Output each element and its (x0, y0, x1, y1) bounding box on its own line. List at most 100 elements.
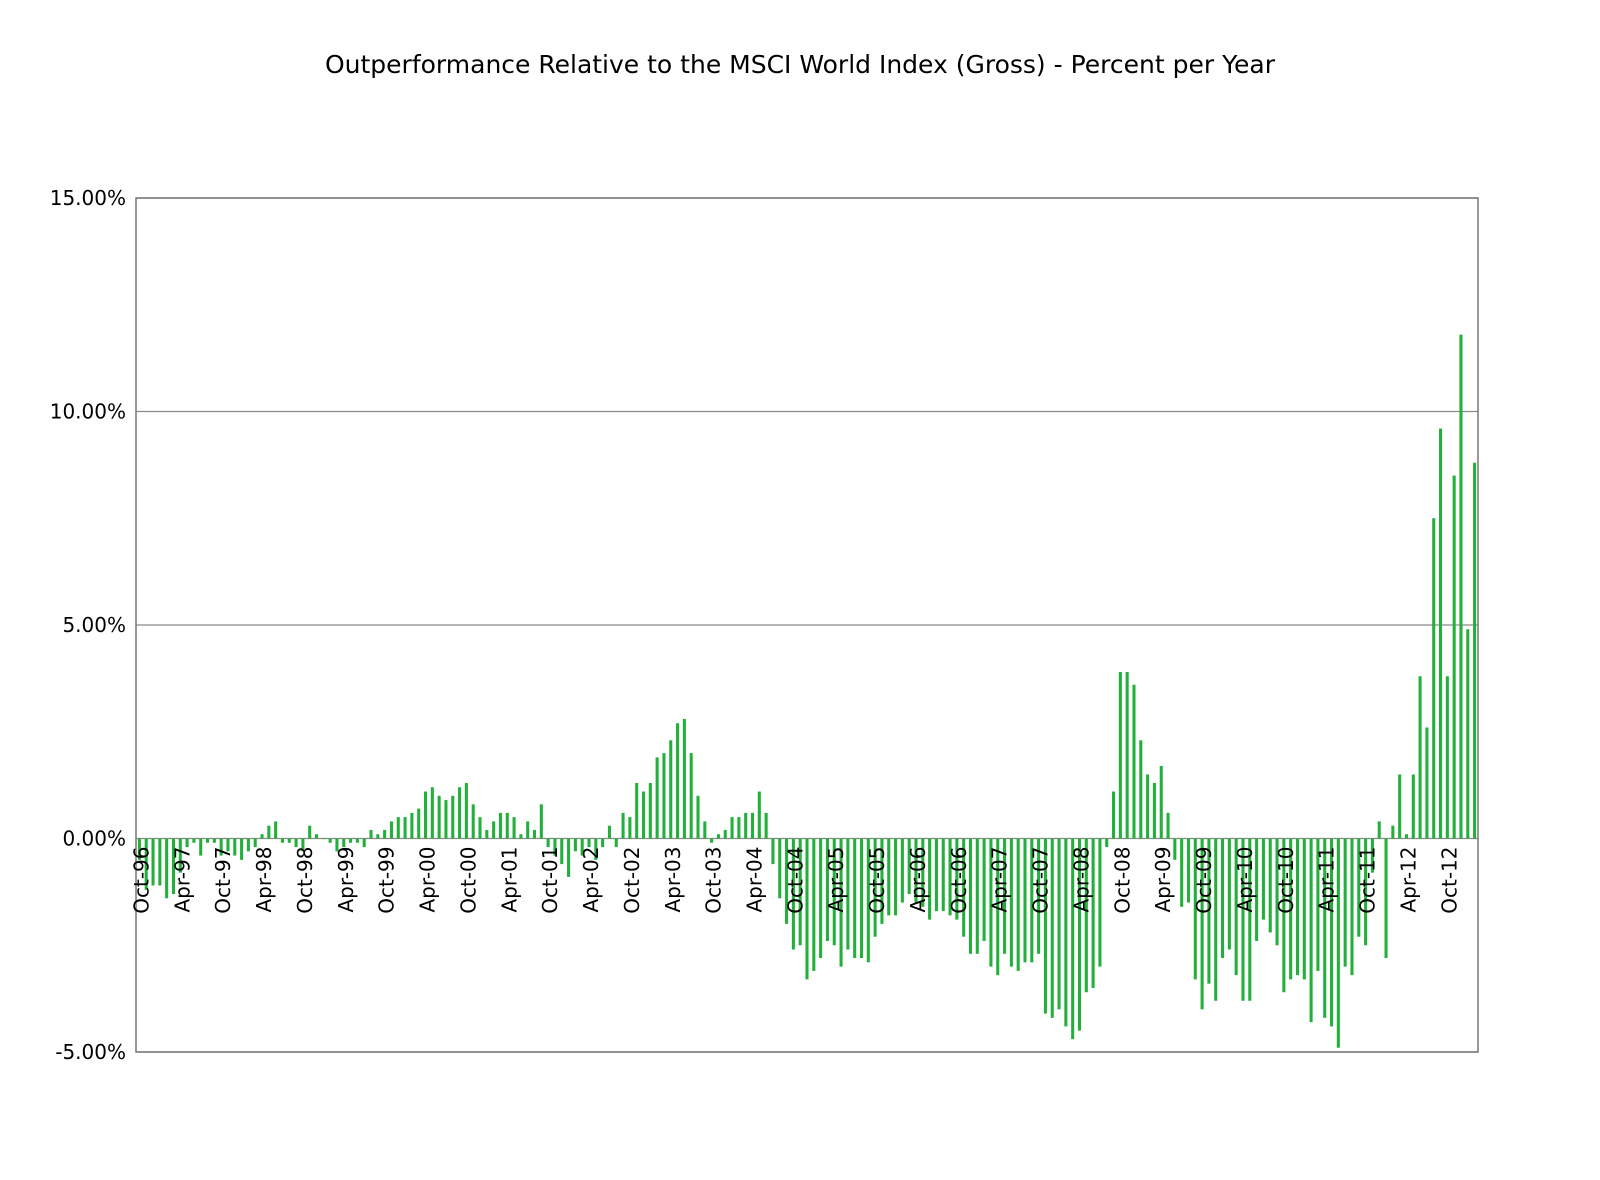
bar (778, 838, 782, 899)
bar (628, 817, 632, 839)
bar (1098, 838, 1102, 967)
bar (314, 834, 319, 839)
bar (682, 718, 686, 839)
bar (900, 838, 904, 903)
x-tick-label: Oct-03 (702, 847, 726, 914)
bar (648, 782, 652, 839)
x-tick-label: Apr-04 (743, 847, 767, 913)
bar (853, 838, 857, 959)
bar (267, 825, 271, 839)
bar (1193, 838, 1197, 980)
bar (1139, 740, 1143, 839)
bar (1404, 834, 1409, 839)
bar (451, 795, 455, 839)
bar (750, 812, 755, 839)
bar (560, 838, 564, 865)
bar (403, 817, 407, 839)
bar (137, 838, 141, 860)
bar (941, 838, 945, 912)
bar (410, 812, 414, 839)
bar (1180, 838, 1184, 907)
bar (485, 829, 489, 839)
x-tick-label: Oct-04 (783, 847, 807, 914)
x-tick-label: Oct-10 (1274, 847, 1298, 914)
bar (1016, 838, 1020, 971)
bar (975, 838, 979, 954)
x-tick-label: Apr-11 (1315, 847, 1339, 913)
bar (614, 838, 618, 848)
bar (1057, 838, 1061, 1010)
chart-title: Outperformance Relative to the MSCI Worl… (325, 50, 1276, 79)
bar (1030, 838, 1034, 963)
bar (996, 838, 1000, 976)
x-tick-label: Apr-08 (1069, 847, 1093, 913)
bar (710, 838, 714, 843)
bar (1050, 838, 1054, 1018)
bar (512, 817, 516, 839)
bar (1282, 838, 1286, 993)
bar (355, 838, 359, 843)
bar (1173, 838, 1177, 860)
bar (294, 838, 298, 848)
bar (1357, 838, 1361, 937)
bar (1343, 838, 1347, 967)
bar (383, 829, 387, 839)
bar (730, 817, 734, 839)
bar (492, 821, 496, 839)
bar (171, 838, 175, 895)
bar (1003, 838, 1007, 954)
bar (1452, 475, 1456, 839)
x-tick-label: Oct-07 (1029, 847, 1053, 914)
x-tick-label: Oct-99 (375, 847, 399, 914)
bar (921, 838, 925, 907)
bar (798, 838, 802, 946)
bar (580, 838, 584, 856)
bar (655, 757, 659, 839)
x-tick-label: Oct-98 (293, 847, 317, 914)
bar (962, 838, 966, 937)
bar (233, 838, 237, 856)
bar (641, 791, 646, 839)
bar (1037, 838, 1041, 954)
y-tick-labels: 15.00% 10.00% 5.00% 0.00% -5.00% (50, 186, 126, 1064)
x-tick-label: Apr-97 (170, 847, 194, 913)
x-tick-label: Apr-05 (824, 847, 848, 913)
bar (1255, 838, 1259, 941)
bar (887, 838, 891, 916)
bar (839, 838, 843, 967)
x-tick-label: Apr-00 (416, 847, 440, 913)
bar (873, 838, 877, 937)
x-tick-label: Oct-01 (538, 847, 562, 914)
bar (587, 838, 591, 848)
bar (389, 821, 393, 839)
bar (274, 821, 278, 839)
bar (349, 838, 353, 843)
bar (812, 838, 816, 971)
bar (1370, 838, 1374, 873)
bar (226, 838, 230, 852)
x-tick-label: Apr-02 (579, 847, 603, 913)
bar (1330, 838, 1334, 1027)
bar (785, 838, 789, 924)
bar (894, 838, 898, 916)
bar (526, 821, 530, 839)
bar (1132, 684, 1136, 839)
bars (137, 334, 1477, 1048)
bar (607, 825, 611, 839)
bar (369, 829, 373, 839)
bar (703, 821, 707, 839)
y-tick-label: 15.00% (50, 186, 126, 210)
x-tick-label: Oct-08 (1110, 847, 1134, 914)
bar (825, 838, 829, 941)
bar (185, 838, 189, 848)
bar (1384, 838, 1388, 959)
bar (1248, 838, 1252, 1001)
bar (1241, 838, 1245, 1001)
bar (1091, 838, 1095, 988)
bar (178, 838, 182, 873)
bar (376, 834, 380, 839)
y-tick-label: 0.00% (62, 827, 126, 851)
bar (219, 838, 223, 856)
x-tick-label: Oct-12 (1437, 847, 1461, 914)
